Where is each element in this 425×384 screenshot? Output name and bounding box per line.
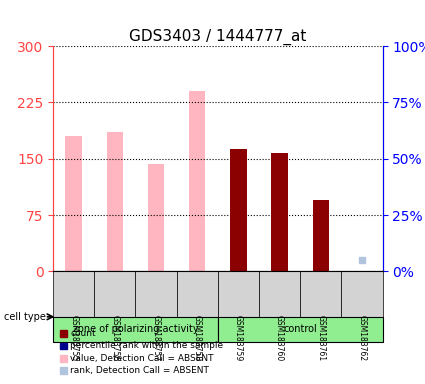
- Text: GSM183756: GSM183756: [110, 315, 119, 361]
- Bar: [60, 330, 67, 337]
- Bar: [107, 132, 123, 271]
- Bar: [65, 136, 82, 271]
- Bar: [60, 343, 67, 349]
- FancyBboxPatch shape: [300, 271, 341, 317]
- Text: value, Detection Call = ABSENT: value, Detection Call = ABSENT: [70, 354, 214, 363]
- Text: GSM183755: GSM183755: [69, 315, 78, 361]
- FancyBboxPatch shape: [53, 317, 218, 342]
- Bar: [230, 149, 246, 271]
- Text: cell type: cell type: [4, 312, 46, 322]
- Text: zone of polarizing activity: zone of polarizing activity: [73, 324, 198, 334]
- Text: rank, Detection Call = ABSENT: rank, Detection Call = ABSENT: [70, 366, 209, 375]
- FancyBboxPatch shape: [218, 317, 382, 342]
- Bar: [189, 91, 205, 271]
- Text: GSM183757: GSM183757: [152, 315, 161, 361]
- FancyBboxPatch shape: [53, 271, 94, 317]
- FancyBboxPatch shape: [218, 271, 259, 317]
- Text: percentile rank within the sample: percentile rank within the sample: [70, 341, 223, 351]
- Bar: [60, 355, 67, 362]
- Text: GSM183759: GSM183759: [234, 315, 243, 361]
- Bar: [312, 200, 329, 271]
- Text: count: count: [70, 329, 96, 338]
- FancyBboxPatch shape: [136, 271, 177, 317]
- FancyBboxPatch shape: [94, 271, 136, 317]
- Title: GDS3403 / 1444777_at: GDS3403 / 1444777_at: [129, 28, 306, 45]
- Bar: [148, 164, 164, 271]
- Text: GSM183761: GSM183761: [316, 315, 325, 361]
- Bar: [60, 367, 67, 374]
- Text: control: control: [283, 324, 317, 334]
- FancyBboxPatch shape: [259, 271, 300, 317]
- Bar: [271, 154, 288, 271]
- FancyBboxPatch shape: [177, 271, 218, 317]
- Text: GSM183762: GSM183762: [357, 315, 366, 361]
- Text: GSM183760: GSM183760: [275, 315, 284, 361]
- Text: GSM183758: GSM183758: [193, 315, 202, 361]
- FancyBboxPatch shape: [341, 271, 382, 317]
